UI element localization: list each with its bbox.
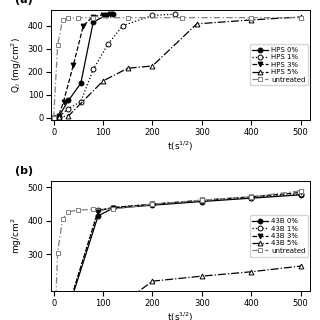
Line: 43B 5%: 43B 5%	[51, 264, 303, 320]
Line: 43B 3%: 43B 3%	[51, 190, 303, 320]
untreated	[200, 198, 204, 202]
43B 1%	[150, 202, 154, 206]
HPS 0%	[52, 116, 56, 120]
43B 5%	[200, 274, 204, 278]
HPS 3%	[91, 15, 95, 19]
untreated	[126, 16, 130, 20]
43B 0%	[150, 203, 154, 207]
HPS 3%	[71, 63, 75, 67]
untreated	[91, 16, 95, 20]
HPS 5%	[299, 15, 302, 19]
untreated	[76, 16, 80, 20]
HPS 3%	[52, 116, 56, 120]
untreated	[52, 116, 56, 120]
HPS 5%	[150, 64, 154, 68]
43B 1%	[96, 208, 100, 212]
HPS 0%	[67, 99, 70, 102]
HPS 5%	[57, 115, 60, 119]
43B 5%	[299, 264, 302, 268]
Line: untreated: untreated	[51, 15, 303, 120]
HPS 5%	[249, 18, 253, 22]
Line: 43B 0%: 43B 0%	[51, 192, 303, 320]
untreated	[56, 43, 60, 47]
Text: (b): (b)	[15, 166, 33, 176]
Y-axis label: Q$_i$ (mg/cm$^2$): Q$_i$ (mg/cm$^2$)	[9, 37, 23, 93]
HPS 1%	[52, 116, 56, 120]
HPS 5%	[52, 116, 56, 120]
untreated	[76, 208, 80, 212]
HPS 3%	[57, 114, 60, 118]
HPS 3%	[62, 100, 66, 104]
43B 3%	[150, 202, 154, 206]
43B 3%	[249, 195, 253, 199]
43B 0%	[96, 214, 100, 218]
43B 0%	[299, 193, 302, 197]
43B 5%	[150, 279, 154, 283]
untreated	[180, 16, 184, 20]
Legend: HPS 0%, HPS 1%, HPS 3%, HPS 5%, untreated: HPS 0%, HPS 1%, HPS 3%, HPS 5%, untreate…	[250, 44, 308, 85]
HPS 1%	[57, 115, 60, 119]
untreated	[249, 195, 253, 199]
HPS 5%	[101, 79, 105, 83]
HPS 5%	[195, 22, 199, 26]
HPS 0%	[104, 13, 108, 17]
43B 3%	[200, 198, 204, 202]
HPS 1%	[67, 107, 70, 110]
43B 5%	[249, 270, 253, 274]
HPS 1%	[91, 68, 95, 71]
untreated	[111, 207, 115, 211]
43B 3%	[299, 191, 302, 195]
Line: HPS 0%: HPS 0%	[51, 12, 115, 120]
HPS 5%	[67, 114, 70, 118]
HPS 1%	[106, 42, 110, 46]
HPS 5%	[126, 66, 130, 70]
Legend: 43B 0%, 43B 1%, 43B 3%, 43B 5%, untreated: 43B 0%, 43B 1%, 43B 3%, 43B 5%, untreate…	[250, 215, 308, 257]
untreated	[67, 16, 70, 20]
Y-axis label: mg/cm$^2$: mg/cm$^2$	[9, 218, 23, 254]
untreated	[60, 217, 64, 221]
X-axis label: t(s$^{1/2}$): t(s$^{1/2}$)	[167, 311, 194, 320]
HPS 1%	[150, 13, 154, 17]
Text: (a): (a)	[15, 0, 33, 5]
HPS 1%	[79, 100, 83, 104]
HPS 0%	[91, 20, 95, 24]
untreated	[60, 18, 64, 22]
43B 0%	[249, 196, 253, 200]
untreated	[299, 189, 302, 193]
X-axis label: t(s$^{1/2}$): t(s$^{1/2}$)	[167, 140, 194, 153]
untreated	[299, 16, 302, 20]
43B 0%	[200, 200, 204, 204]
Line: HPS 5%: HPS 5%	[51, 14, 303, 120]
43B 3%	[96, 209, 100, 213]
untreated	[56, 251, 60, 255]
HPS 1%	[173, 12, 177, 16]
43B 3%	[111, 206, 115, 210]
untreated	[150, 202, 154, 206]
untreated	[67, 210, 70, 213]
untreated	[249, 16, 253, 20]
HPS 1%	[121, 24, 125, 28]
43B 1%	[249, 196, 253, 199]
43B 1%	[200, 199, 204, 203]
43B 1%	[111, 206, 115, 210]
43B 0%	[111, 206, 115, 210]
HPS 0%	[111, 12, 115, 16]
HPS 0%	[79, 81, 83, 85]
Line: untreated: untreated	[51, 188, 303, 320]
HPS 3%	[81, 24, 85, 28]
HPS 3%	[101, 13, 105, 17]
HPS 0%	[57, 115, 60, 118]
Line: 43B 1%: 43B 1%	[51, 192, 303, 320]
Line: HPS 1%: HPS 1%	[51, 12, 177, 120]
untreated	[91, 207, 95, 211]
Line: HPS 3%: HPS 3%	[51, 12, 113, 120]
43B 1%	[299, 192, 302, 196]
HPS 3%	[108, 12, 112, 16]
